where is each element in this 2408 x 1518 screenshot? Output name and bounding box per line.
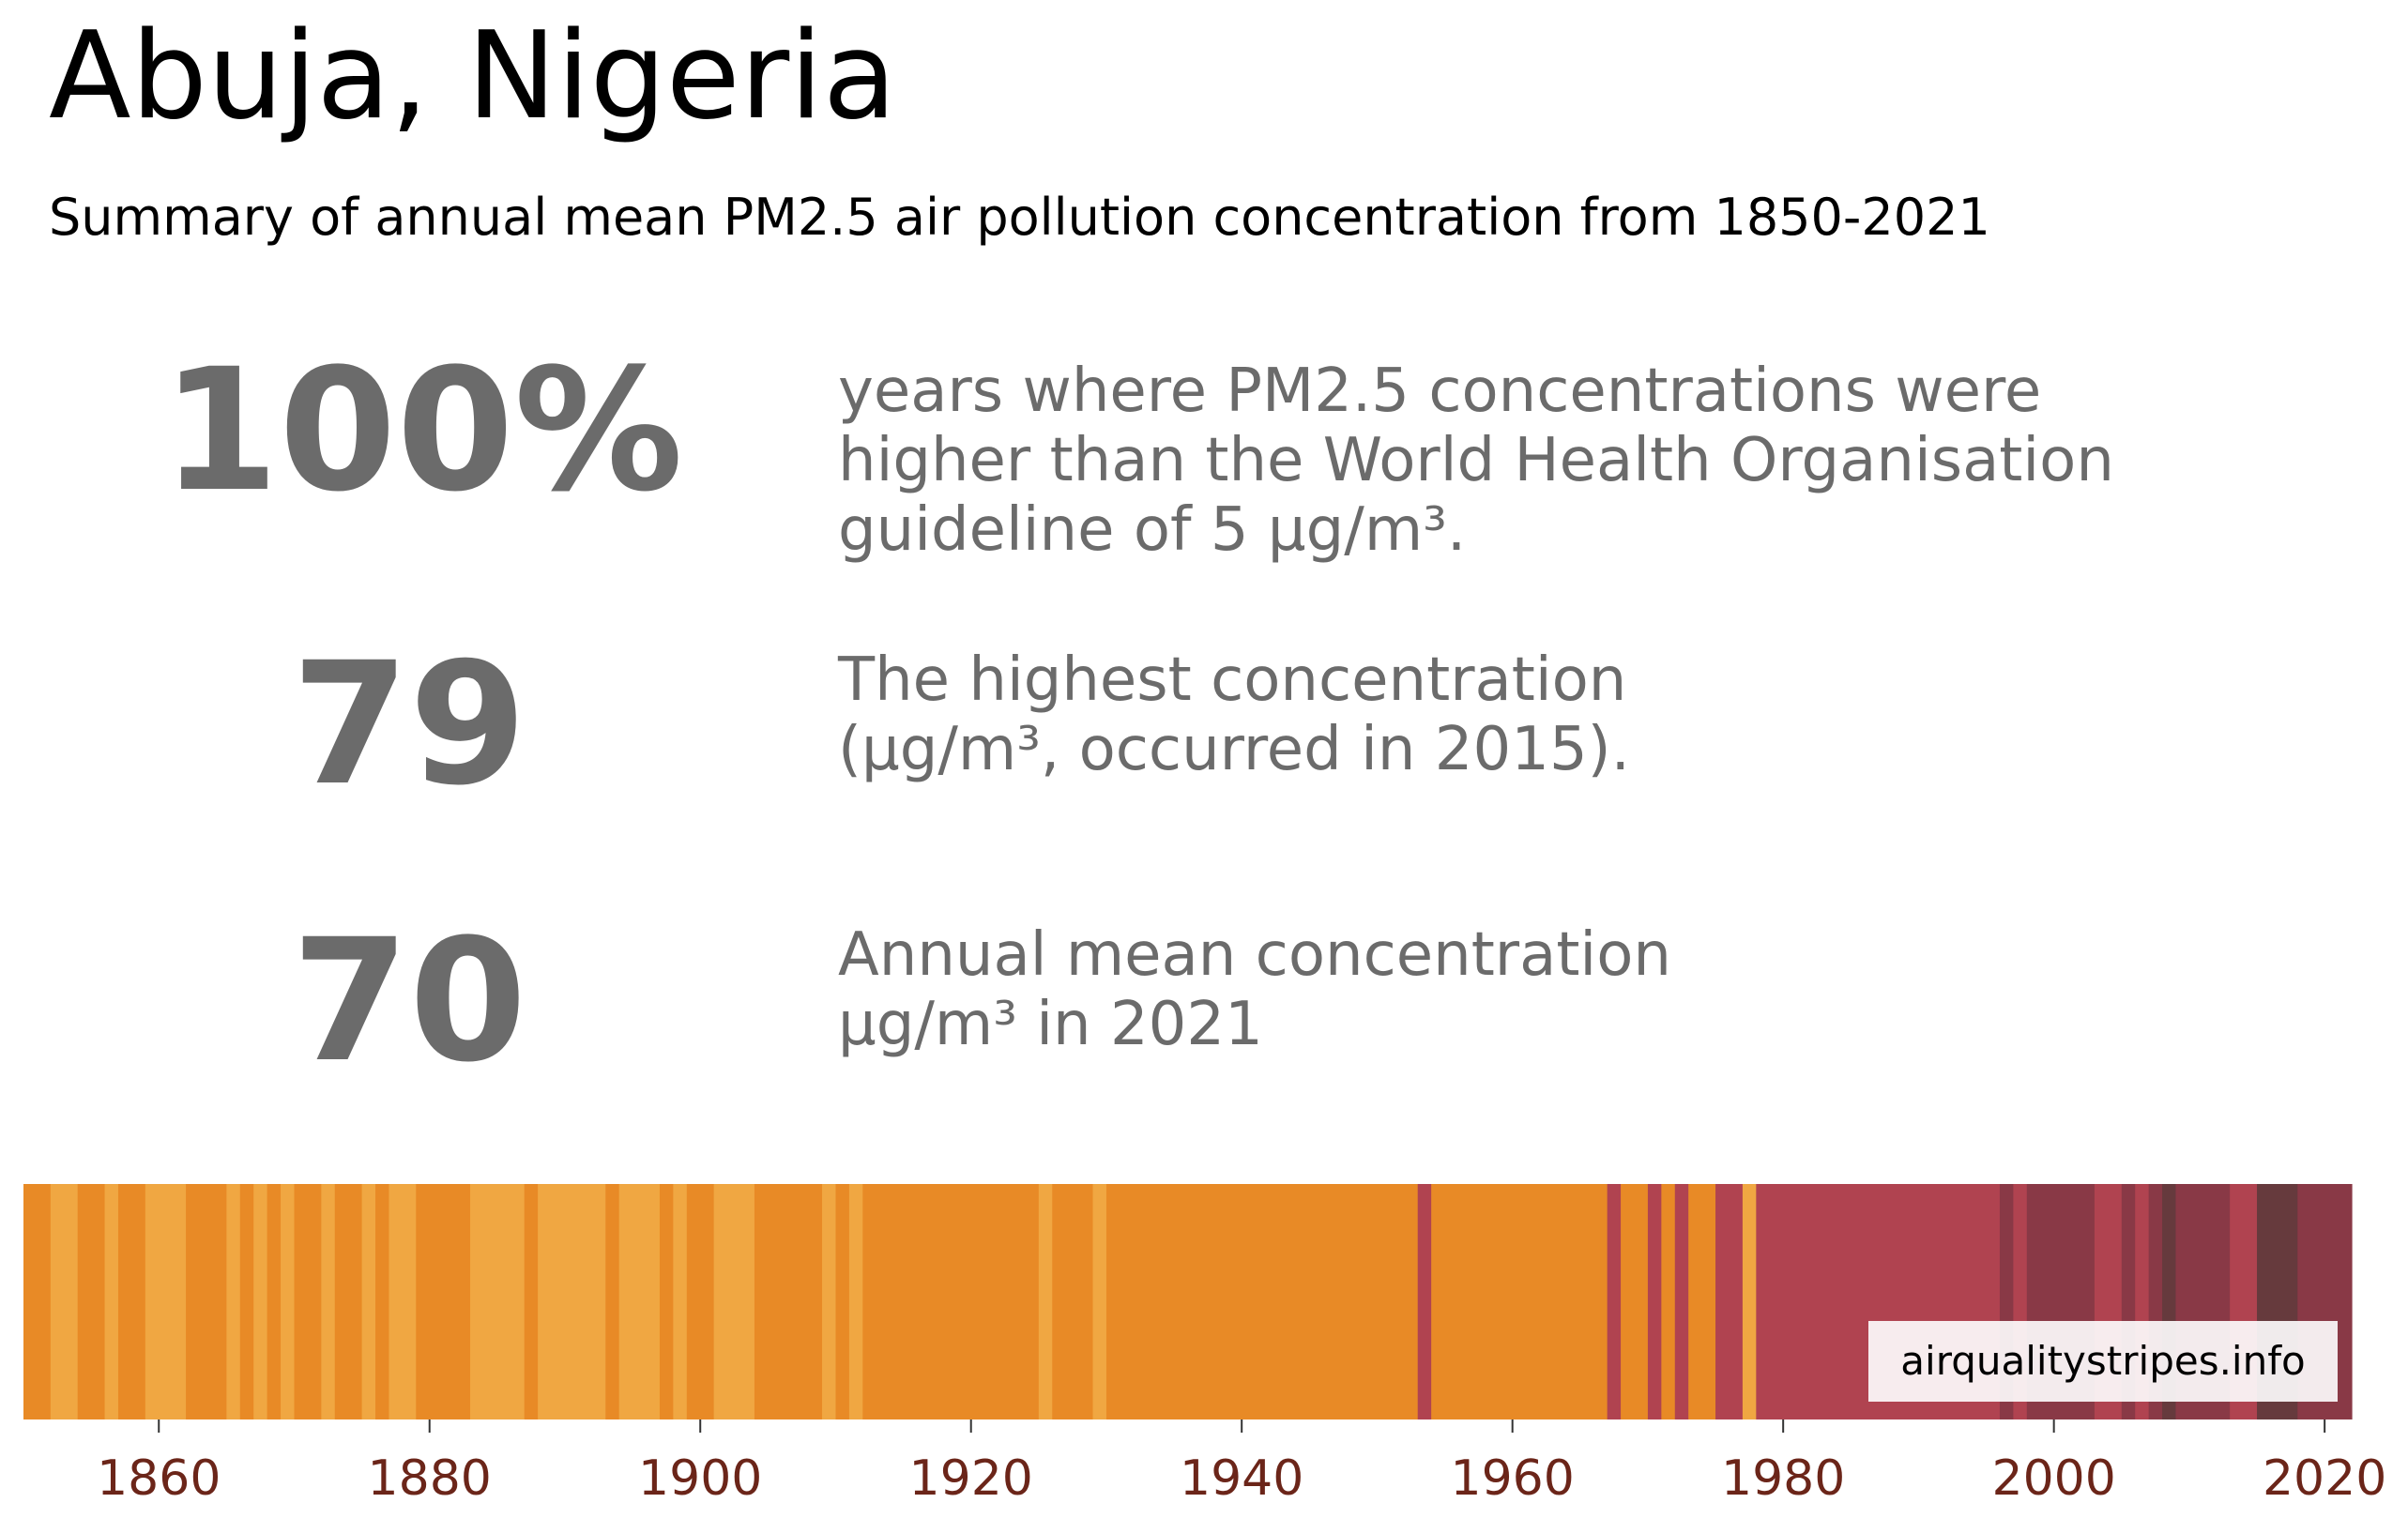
- stripe-1953: [1417, 1184, 1432, 1419]
- stripe-1868: [267, 1184, 282, 1419]
- stripe-1901: [713, 1184, 755, 1419]
- stripe-1879: [416, 1184, 471, 1419]
- stripe-1857: [117, 1184, 146, 1419]
- stat-desc-line: years where PM2.5 concentrations were: [838, 357, 2042, 426]
- stripe-1872: [321, 1184, 336, 1419]
- stripe-1925: [1038, 1184, 1053, 1419]
- x-tick-label: 1980: [1721, 1450, 1845, 1507]
- stripe-1877: [389, 1184, 417, 1419]
- stat-desc-line: guideline of 5 µg/m³.: [838, 495, 1467, 565]
- x-tick-label: 2020: [2263, 1450, 2386, 1507]
- stripe-1970: [1647, 1184, 1662, 1419]
- stat-desc-line: Annual mean concentration: [838, 920, 1671, 990]
- stripe-1873: [334, 1184, 363, 1419]
- stripe-1899: [686, 1184, 715, 1419]
- stripe-1893: [605, 1184, 620, 1419]
- stripe-1904: [754, 1184, 823, 1419]
- stripe-1856: [104, 1184, 119, 1419]
- stripe-1968: [1621, 1184, 1649, 1419]
- stripe-1897: [659, 1184, 674, 1419]
- stat-value-exceedance: 100%: [160, 333, 684, 529]
- stripe-1865: [226, 1184, 241, 1419]
- stripe-1926: [1052, 1184, 1094, 1419]
- stripe-1883: [470, 1184, 526, 1419]
- stripe-1870: [294, 1184, 322, 1419]
- stripe-1930: [1105, 1184, 1419, 1419]
- stripe-1894: [618, 1184, 661, 1419]
- x-tick-label: 1900: [638, 1450, 762, 1507]
- stat-desc-line: (µg/m³, occurred in 2015).: [838, 715, 1630, 784]
- stripe-1977: [1742, 1184, 1757, 1419]
- x-tick-label: 1940: [1180, 1450, 1303, 1507]
- stripe-1869: [281, 1184, 296, 1419]
- stripe-1887: [524, 1184, 539, 1419]
- stat-desc-highest: The highest concentration (µg/m³, occurr…: [838, 645, 1630, 784]
- stripe-1854: [77, 1184, 106, 1419]
- stripe-1973: [1688, 1184, 1716, 1419]
- stripe-1875: [361, 1184, 376, 1419]
- x-tick-label: 1860: [97, 1450, 221, 1507]
- stripe-1859: [145, 1184, 187, 1419]
- stat-value-latest: 70: [291, 903, 527, 1100]
- stripe-1850: [23, 1184, 52, 1419]
- x-tick-label: 1920: [909, 1450, 1033, 1507]
- credit-label: airqualitystripes.info: [1868, 1321, 2338, 1402]
- stripe-1967: [1607, 1184, 1622, 1419]
- x-tick-label: 1960: [1451, 1450, 1575, 1507]
- stat-desc-line: higher than the World Health Organisatio…: [838, 426, 2114, 495]
- stripe-1911: [848, 1184, 863, 1419]
- stat-value-highest: 79: [291, 627, 527, 823]
- stripe-1888: [538, 1184, 606, 1419]
- stripe-1975: [1715, 1184, 1744, 1419]
- stripe-1954: [1431, 1184, 1608, 1419]
- stripe-1898: [673, 1184, 688, 1419]
- x-tick-label: 1880: [368, 1450, 492, 1507]
- page-title: Abuja, Nigeria: [49, 7, 897, 146]
- stripe-1912: [862, 1184, 1040, 1419]
- stripe-1862: [186, 1184, 227, 1419]
- stat-desc-line: µg/m³ in 2021: [838, 990, 1263, 1059]
- stat-desc-latest: Annual mean concentration µg/m³ in 2021: [838, 920, 1671, 1059]
- stripe-1909: [822, 1184, 837, 1419]
- stripe-1867: [253, 1184, 268, 1419]
- stripe-1866: [239, 1184, 254, 1419]
- stripe-1972: [1674, 1184, 1689, 1419]
- stripe-1852: [50, 1184, 79, 1419]
- x-tick-label: 2000: [1991, 1450, 2115, 1507]
- stripe-1910: [835, 1184, 850, 1419]
- stat-desc-exceedance: years where PM2.5 concentrations were hi…: [838, 357, 2114, 565]
- stripe-1929: [1092, 1184, 1107, 1419]
- stat-desc-line: The highest concentration: [838, 645, 1627, 715]
- page-subtitle: Summary of annual mean PM2.5 air polluti…: [49, 188, 1990, 247]
- stripe-1971: [1661, 1184, 1676, 1419]
- stripe-1876: [375, 1184, 390, 1419]
